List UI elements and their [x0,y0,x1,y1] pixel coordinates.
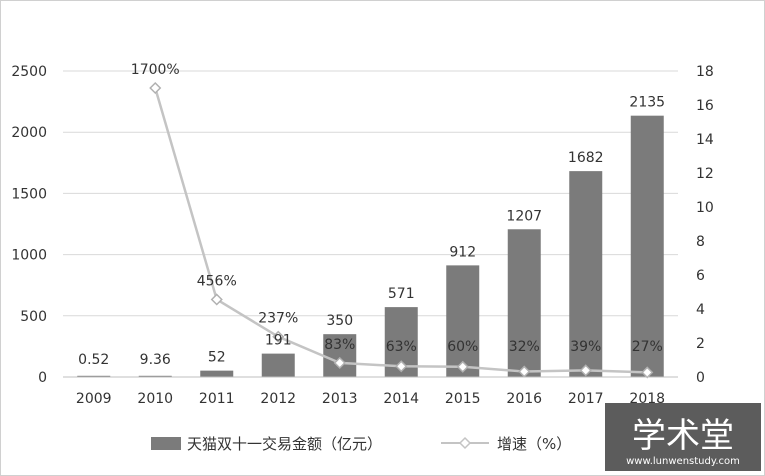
y-left-tick-label: 1000 [11,248,47,264]
growth-rate-label: 1700% [131,62,180,78]
legend: 天猫双十一交易金额（亿元） 增速（%） [151,435,571,453]
legend-diamond-marker [458,436,472,450]
y-right-tick-label: 18 [696,64,714,80]
bar-value-label: 9.36 [140,352,171,368]
growth-marker [149,81,162,95]
bar [200,370,234,377]
legend-bar-label: 天猫双十一交易金额（亿元） [187,435,382,453]
x-tick-label: 2013 [322,391,358,407]
bar [138,375,172,377]
bar [569,171,603,377]
y-right-tick-label: 6 [696,268,705,284]
growth-marker [210,293,223,306]
bar [77,375,111,377]
bar-value-label: 191 [265,333,292,349]
bar [323,334,357,377]
bar-value-label: 1207 [506,208,542,224]
bar-value-label: 1682 [568,150,604,166]
y-right-tick-label: 4 [696,302,705,318]
growth-rate-label: 39% [570,339,601,355]
x-tick-label: 2011 [199,391,235,407]
growth-marker [272,330,285,343]
bar-value-label: 571 [388,286,415,302]
x-tick-label: 2014 [383,391,419,407]
watermark-logo-text: 学术堂 [632,416,734,456]
bar-value-label: 912 [449,244,476,260]
bar [446,265,480,377]
growth-rate-label: 83% [324,337,355,353]
watermark: 学术堂 www.lunwenstudy.com [605,403,761,471]
y-left-tick-label: 0 [38,370,47,386]
growth-rate-label: 63% [386,339,417,355]
x-tick-label: 2016 [506,391,542,407]
growth-marker [333,356,346,369]
x-tick-label: 2009 [76,391,112,407]
bar [630,115,664,378]
growth-rate-label: 27% [632,339,663,355]
x-tick-label: 2012 [260,391,296,407]
x-tick-label: 2017 [568,391,604,407]
y-left-tick-label: 2500 [11,64,47,80]
bar [261,353,295,377]
y-left-tick-label: 1500 [11,186,47,202]
y-right-tick-label: 10 [696,200,714,216]
line-series [149,81,654,379]
growth-marker [395,360,408,373]
bar-value-label: 2135 [629,95,665,111]
legend-line-label: 增速（%） [497,435,571,453]
y-right-tick-label: 8 [696,234,705,250]
x-tick-label: 2010 [137,391,173,407]
watermark-backdrop [605,403,761,471]
growth-rate-label: 32% [509,339,540,355]
growth-rate-label: 60% [447,339,478,355]
growth-rate-label: 237% [258,311,298,327]
y-left-tick-label: 2000 [11,125,47,141]
bar-value-label: 52 [208,350,226,366]
bar-value-label: 350 [326,313,353,329]
y-right-tick-label: 14 [696,132,714,148]
bar-value-label: 0.52 [78,352,109,368]
y-right-tick-label: 12 [696,166,714,182]
y-right-tick-label: 0 [696,370,705,386]
bar [507,229,541,377]
growth-marker [456,360,469,373]
growth-rate-label: 456% [197,273,237,289]
x-tick-label: 2015 [445,391,481,407]
axes: 0 500 1000 1500 2000 2500 0 2 4 6 8 10 12 14 16 18 2009 2… [11,64,714,407]
watermark-url: www.lunwenstudy.com [626,456,740,467]
y-right-tick-label: 2 [696,336,705,352]
y-right-tick-label: 16 [696,98,714,114]
legend-bar-swatch [151,437,181,450]
data-labels: 0.52 9.36 52 191 350 571 912 1207 1682 2135 1700% 4… [78,62,665,368]
y-left-tick-label: 500 [20,309,47,325]
growth-marker [579,364,592,377]
